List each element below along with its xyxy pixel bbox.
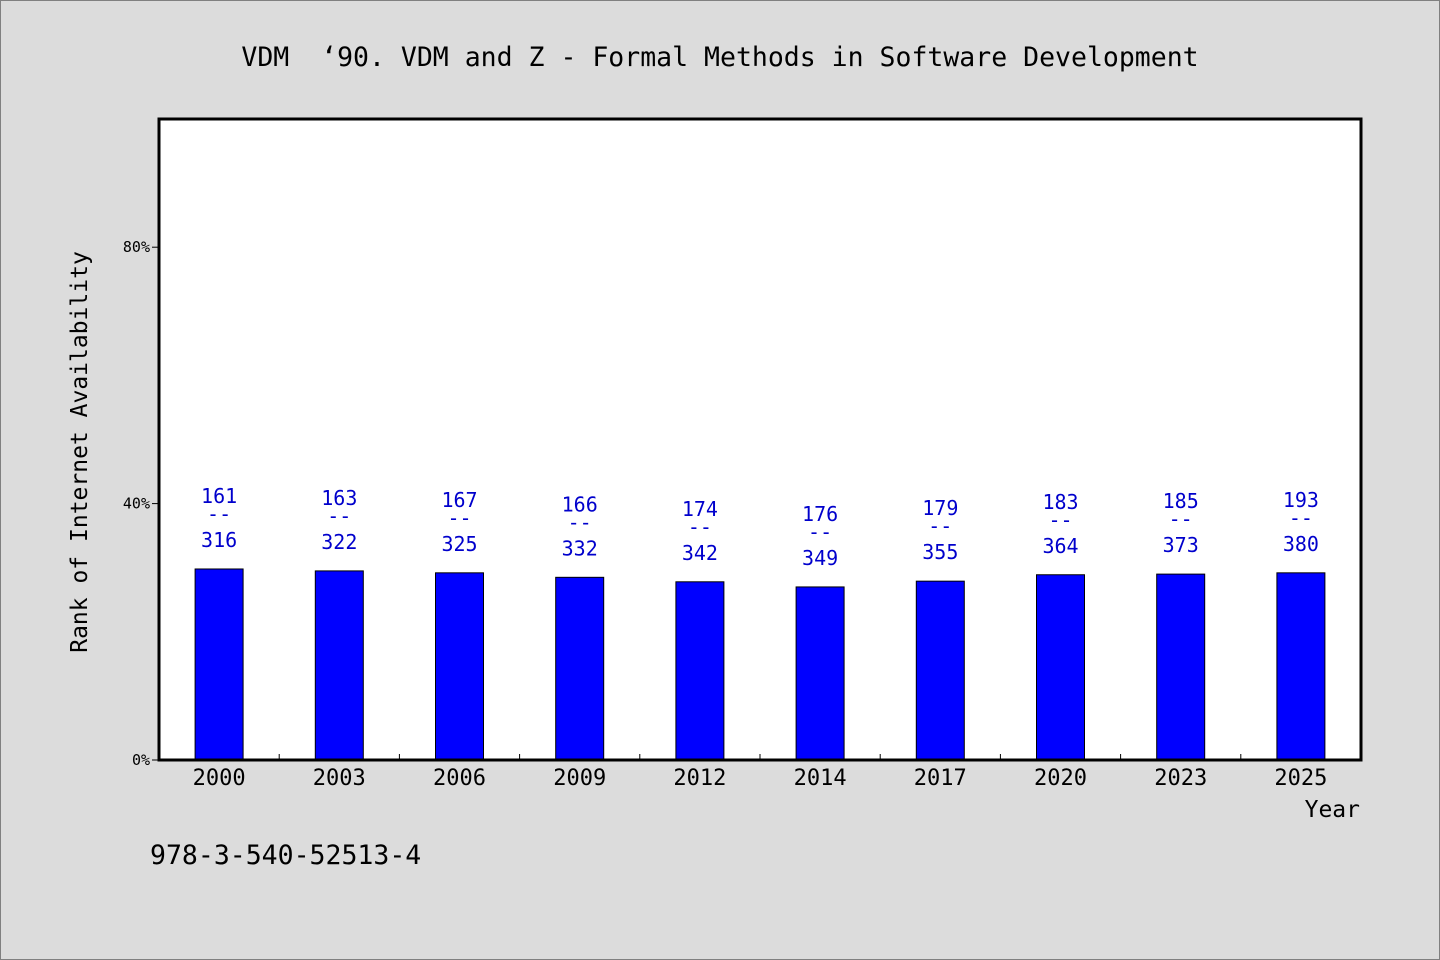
bar-2025 bbox=[1276, 572, 1326, 761]
data-label-lower: 322 bbox=[321, 530, 357, 554]
data-label-2014: 176--349 bbox=[802, 502, 838, 570]
bar-2009 bbox=[555, 576, 605, 761]
x-tick-label-2006: 2006 bbox=[433, 766, 486, 791]
bar-2000 bbox=[194, 568, 244, 761]
plot-frame bbox=[157, 117, 1363, 762]
x-axis-label: Year bbox=[1305, 797, 1360, 823]
bar-2017 bbox=[915, 580, 965, 761]
bar-2023 bbox=[1156, 573, 1206, 761]
chart-title: VDM ‘90. VDM and Z - Formal Methods in S… bbox=[241, 42, 1198, 73]
data-label-separator: -- bbox=[808, 520, 832, 544]
data-label-2020: 183--364 bbox=[1042, 490, 1078, 558]
x-tick-label-2000: 2000 bbox=[193, 766, 246, 791]
data-label-2023: 185--373 bbox=[1163, 489, 1199, 557]
y-axis-label: Rank of Internet Availability bbox=[67, 251, 93, 653]
data-label-upper: 167 bbox=[441, 488, 477, 512]
data-label-2000: 161--316 bbox=[201, 484, 237, 552]
data-label-upper: 163 bbox=[321, 486, 357, 510]
bar-2003 bbox=[314, 570, 364, 761]
data-label-lower: 373 bbox=[1163, 533, 1199, 557]
data-label-2009: 166--332 bbox=[562, 492, 598, 560]
bar-2020 bbox=[1036, 574, 1085, 761]
data-label-separator: -- bbox=[1048, 508, 1072, 532]
data-label-separator: -- bbox=[928, 514, 952, 538]
bar-series bbox=[194, 568, 1326, 761]
data-label-lower: 355 bbox=[922, 540, 958, 564]
data-label-upper: 179 bbox=[922, 496, 958, 520]
data-label-2006: 167--325 bbox=[441, 488, 477, 556]
x-tick-label-2017: 2017 bbox=[914, 766, 967, 791]
data-label-lower: 332 bbox=[562, 536, 598, 560]
data-label-upper: 166 bbox=[562, 492, 598, 516]
data-label-separator: -- bbox=[447, 506, 471, 530]
x-tick-label-2025: 2025 bbox=[1274, 766, 1327, 791]
y-tick-label: 40% bbox=[123, 495, 150, 513]
data-label-lower: 342 bbox=[682, 541, 718, 565]
y-axis: 0% 40% 80% bbox=[123, 238, 159, 769]
data-label-upper: 183 bbox=[1042, 490, 1078, 514]
x-tick-label-2023: 2023 bbox=[1154, 766, 1207, 791]
data-label-separator: -- bbox=[688, 515, 712, 539]
data-label-lower: 349 bbox=[802, 546, 838, 570]
x-tick-label-2003: 2003 bbox=[313, 766, 366, 791]
x-tick-label-2009: 2009 bbox=[553, 766, 606, 791]
data-label-separator: -- bbox=[327, 504, 351, 528]
x-tick-label-2012: 2012 bbox=[673, 766, 726, 791]
bar-2006 bbox=[435, 572, 484, 761]
bar-2012 bbox=[675, 581, 725, 761]
x-tick-label-2014: 2014 bbox=[794, 766, 847, 791]
data-label-upper: 174 bbox=[682, 497, 718, 521]
data-label-separator: -- bbox=[1169, 507, 1193, 531]
data-label-lower: 316 bbox=[201, 528, 237, 552]
footer-code: 978-3-540-52513-4 bbox=[150, 840, 421, 871]
data-label-2003: 163--322 bbox=[321, 486, 357, 554]
x-tick-label-2020: 2020 bbox=[1034, 766, 1087, 791]
data-label-separator: -- bbox=[1289, 506, 1313, 530]
data-label-upper: 176 bbox=[802, 502, 838, 526]
data-label-lower: 325 bbox=[441, 532, 477, 556]
data-label-lower: 380 bbox=[1283, 532, 1319, 556]
data-label-separator: -- bbox=[568, 510, 592, 534]
data-label-upper: 193 bbox=[1283, 488, 1319, 512]
data-labels: 161--316163--322167--325166--332174--342… bbox=[201, 484, 1319, 570]
data-label-upper: 185 bbox=[1163, 489, 1199, 513]
data-label-2017: 179--355 bbox=[922, 496, 958, 564]
bar-2014 bbox=[795, 586, 845, 761]
y-tick-label: 80% bbox=[123, 238, 150, 256]
data-label-2025: 193--380 bbox=[1283, 488, 1319, 556]
data-label-2012: 174--342 bbox=[682, 497, 718, 565]
data-label-separator: -- bbox=[207, 502, 231, 526]
data-label-lower: 364 bbox=[1042, 534, 1078, 558]
y-tick-label: 0% bbox=[132, 751, 150, 769]
x-axis: 2000 2003 2006 2009 2012 2014 2017 2020 2023 2025 bbox=[193, 754, 1327, 791]
data-label-upper: 161 bbox=[201, 484, 237, 508]
